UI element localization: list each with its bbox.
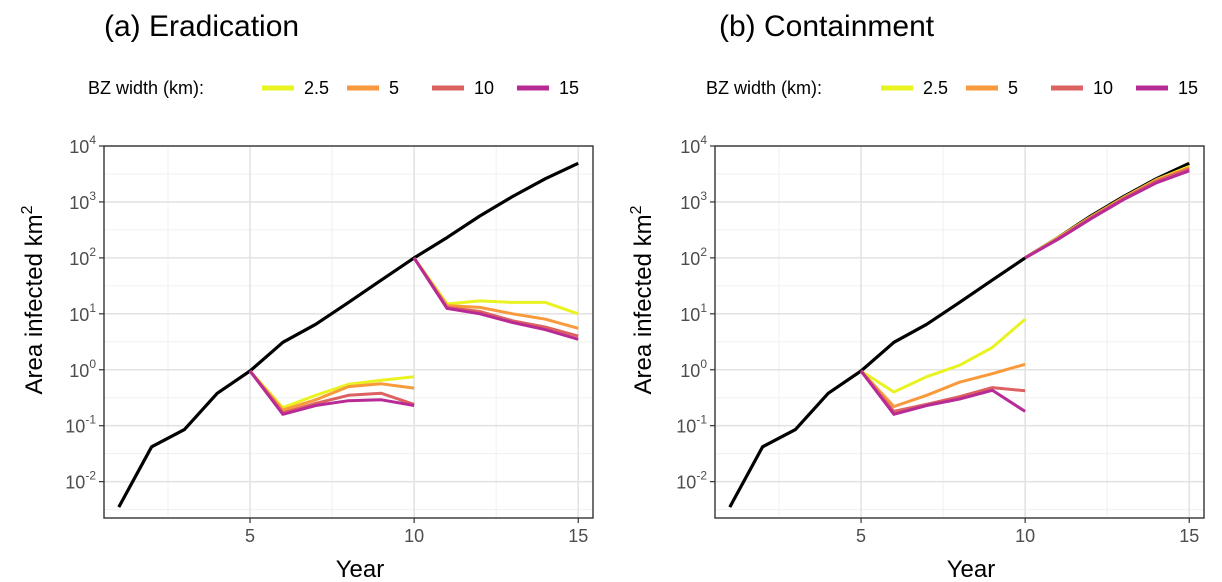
legend-label-10: 10 xyxy=(474,78,494,98)
grid xyxy=(104,145,593,518)
legend-label-10: 10 xyxy=(1093,78,1113,98)
y-axis-label: Area infected km2 xyxy=(19,205,48,394)
y-tick-label: 10-1 xyxy=(65,413,96,437)
y-tick-label: 103 xyxy=(680,189,707,213)
series-lines xyxy=(117,161,579,508)
chart-containment: (b) Containment BZ width (km): 2.5 5 10 15 … xyxy=(628,10,1205,582)
y-tick-label: 100 xyxy=(680,357,707,381)
y-tick-label: 101 xyxy=(680,301,707,325)
grid xyxy=(715,145,1204,518)
x-axis-label: Year xyxy=(336,556,385,582)
legend-label-2.5: 2.5 xyxy=(923,78,948,98)
series-line-15 xyxy=(1024,169,1190,260)
y-tick-label: 10-2 xyxy=(676,469,707,493)
y-tick-label: 103 xyxy=(69,189,96,213)
legend-label-2.5: 2.5 xyxy=(304,78,329,98)
x-tick-label: 10 xyxy=(404,526,424,546)
x-axis-label: Year xyxy=(947,556,996,582)
legend-label-5: 5 xyxy=(389,78,399,98)
series-lines xyxy=(728,161,1190,508)
axes: 5 10 15 10-2 10-1 100 101 102 103 104 xyxy=(65,133,588,546)
y-tick-label: 10-2 xyxy=(65,469,96,493)
chart-eradication: (a) Eradication BZ width (km): 2.5 5 10 15 … xyxy=(19,10,594,582)
axes: 5 10 15 10-2 10-1 100 101 102 103 104 xyxy=(676,133,1199,546)
legend: 2.5 5 10 15 xyxy=(881,78,1198,98)
y-tick-label: 102 xyxy=(680,245,707,269)
panel-title: (b) Containment xyxy=(719,10,935,43)
series-line-15 xyxy=(859,370,1026,416)
y-tick-label: 104 xyxy=(680,133,707,157)
legend-title: BZ width (km): xyxy=(706,78,822,98)
series-line-15 xyxy=(412,257,579,341)
y-tick-label: 104 xyxy=(69,133,96,157)
panel-title: (a) Eradication xyxy=(104,10,299,43)
plot-border xyxy=(714,145,1205,519)
legend-label-15: 15 xyxy=(559,78,579,98)
x-tick-label: 15 xyxy=(568,526,588,546)
legend: 2.5 5 10 15 xyxy=(262,78,579,98)
series-line-baseline xyxy=(117,161,579,508)
x-tick-label: 15 xyxy=(1179,526,1199,546)
y-tick-label: 10-1 xyxy=(676,413,707,437)
x-tick-label: 5 xyxy=(245,526,255,546)
y-axis-label: Area infected km2 xyxy=(628,205,657,394)
legend-label-15: 15 xyxy=(1178,78,1198,98)
x-tick-label: 5 xyxy=(856,526,866,546)
y-tick-label: 100 xyxy=(69,357,96,381)
panel-containment: (b) Containment BZ width (km): 2.5 5 10 15 … xyxy=(611,0,1222,582)
x-tick-label: 10 xyxy=(1015,526,1035,546)
legend-title: BZ width (km): xyxy=(88,78,204,98)
plot-border xyxy=(103,145,594,519)
panel-eradication: (a) Eradication BZ width (km): 2.5 5 10 15 … xyxy=(19,10,594,582)
y-tick-label: 101 xyxy=(69,301,96,325)
series-line-15 xyxy=(248,370,415,416)
series-line-5 xyxy=(859,362,1026,408)
y-tick-label: 102 xyxy=(69,245,96,269)
legend-label-5: 5 xyxy=(1008,78,1018,98)
series-line-2.5 xyxy=(860,318,1027,394)
